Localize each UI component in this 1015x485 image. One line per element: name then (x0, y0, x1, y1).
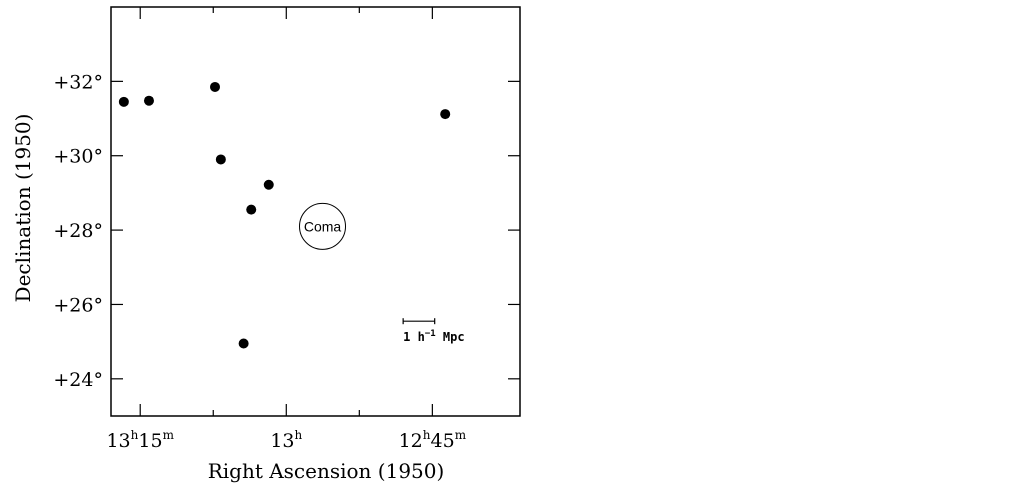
coma-cluster-circle (299, 202, 347, 250)
data-point (210, 81, 221, 92)
y-tick-label: +32° (53, 71, 103, 93)
data-point (118, 96, 129, 107)
x-tick-label: 12h45m (399, 428, 467, 452)
data-points-group (118, 81, 451, 349)
ticks-group: +24° +26° +28° +30° +32° 13h15m 13h 12h45m (53, 7, 520, 452)
y-tick-label: +26° (53, 294, 103, 316)
x-tick-label: 13h15m (106, 428, 174, 452)
y-tick-label: +24° (53, 369, 103, 391)
y-tick-label: +28° (53, 220, 103, 242)
annotations-group: Coma 1 h−1 Mpc (299, 202, 465, 344)
x-axis-title: Right Ascension (1950) (208, 459, 445, 483)
plot-frame-group (110, 6, 521, 417)
data-point (440, 109, 451, 120)
data-point (143, 95, 154, 106)
scale-bar-label: 1 h−1 Mpc (403, 329, 464, 344)
plot-frame (110, 6, 521, 417)
data-point (246, 204, 257, 215)
x-tick-label: 13h (270, 428, 302, 452)
y-tick-label: +30° (53, 146, 103, 168)
y-axis-title: Declination (1950) (11, 114, 35, 303)
data-point (238, 338, 249, 349)
coma-cluster-label: Coma (304, 218, 342, 234)
data-point (215, 154, 226, 165)
data-point (263, 179, 274, 190)
